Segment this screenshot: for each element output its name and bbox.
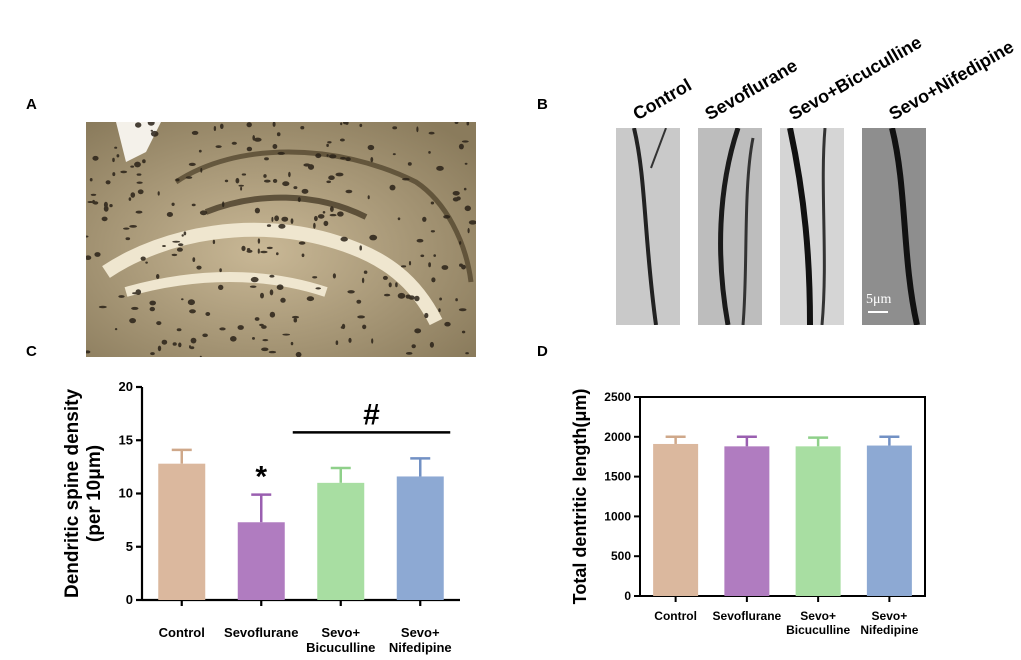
y-tick-label: 5 [126,539,133,554]
y-tick-label: 10 [119,486,133,501]
dendrite-image-nifedipine [862,127,926,326]
y-tick-label: 15 [119,432,133,447]
x-tick-label: Sevo+ Bicuculline [306,625,375,655]
dendrite-image-bicuculline [780,127,844,326]
panel-label-b: B [537,96,548,113]
hippocampus-micrograph [86,122,476,357]
bar-3 [317,482,365,600]
panel-label-c: C [26,343,37,360]
bar-1 [158,463,206,600]
scale-bar-label: 5μm [866,292,892,307]
bar-2 [237,522,285,600]
x-tick-label: Control [159,625,205,640]
dendrite-image-sevoflurane [698,127,762,326]
significance-star: * [255,461,267,494]
y-tick-label: 0 [126,592,133,607]
dendrite-image-control [616,127,680,326]
micrograph-image [86,122,476,357]
panel-label-d: D [537,343,548,360]
significance-hash: # [363,398,380,431]
bar-4 [396,476,444,600]
x-tick-label: Sevoflurane [224,625,298,640]
y-tick-label: 20 [119,379,133,394]
x-tick-label: Sevo+ Nifedipine [389,625,452,655]
panel-label-a: A [26,96,37,113]
y-axis-label: Dendritic spine density(per 10μm) [62,389,105,598]
